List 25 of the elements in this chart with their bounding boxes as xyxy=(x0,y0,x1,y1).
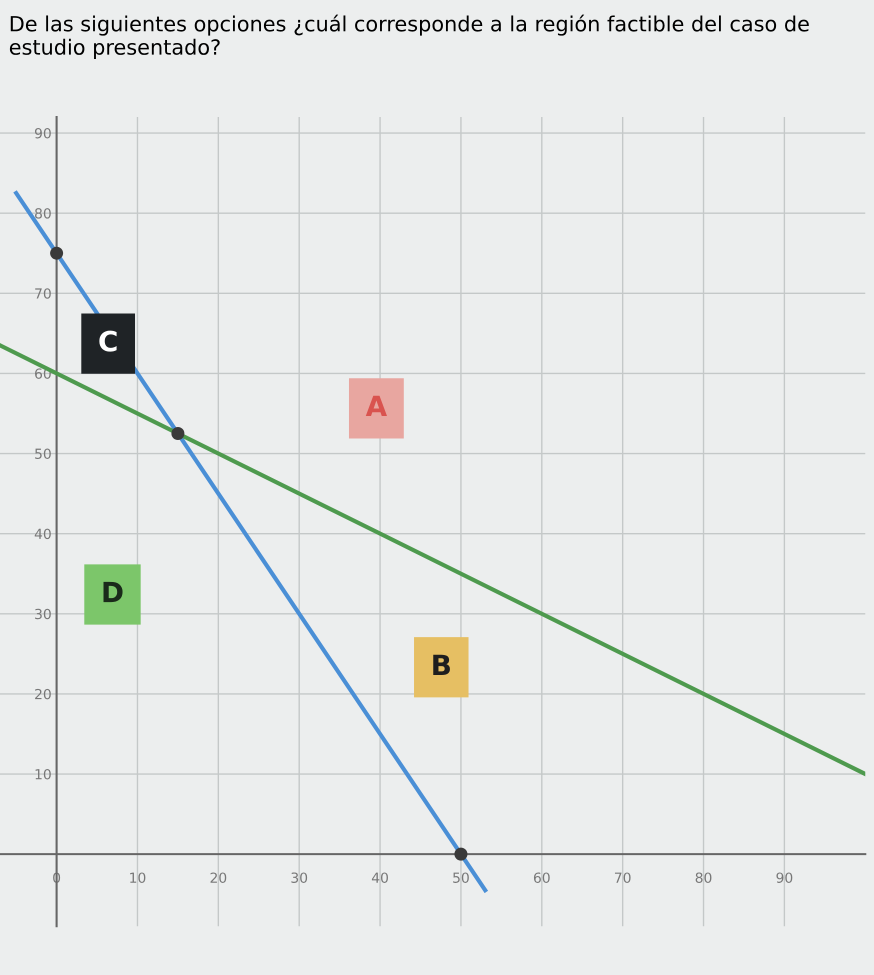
annotation: D xyxy=(104,582,123,602)
y-tick-label: 80 xyxy=(35,208,51,219)
x-tick-label: 30 xyxy=(291,872,308,883)
y-tick-label: 10 xyxy=(36,768,51,780)
x-tick-label: 10 xyxy=(130,872,146,883)
y-tick-label: 90 xyxy=(34,128,51,138)
annotation: C xyxy=(99,330,117,352)
y-tick-label: 30 xyxy=(35,608,51,620)
x-tick-label: 70 xyxy=(614,872,631,883)
x-tick-label: 50 xyxy=(453,872,469,883)
chart-title: De las siguientes opciones ¿cuál corresponde a la región factible del caso de estudio presentado? xyxy=(10,14,809,59)
point xyxy=(454,848,468,861)
x-tick-label: 80 xyxy=(696,872,712,883)
y-tick-label: 70 xyxy=(35,288,51,299)
annotation: B xyxy=(433,654,450,675)
y-tick-label: 40 xyxy=(34,528,51,540)
x-tick-label: 20 xyxy=(210,872,226,883)
point xyxy=(171,426,184,440)
y-tick-label: 20 xyxy=(35,688,51,700)
x-tick-label: 60 xyxy=(534,872,550,883)
point xyxy=(50,246,64,260)
x-tick-label: 40 xyxy=(372,872,388,883)
y-tick-label: 50 xyxy=(35,448,51,459)
annotation: A xyxy=(366,396,387,416)
x-tick-label: 90 xyxy=(776,872,792,883)
